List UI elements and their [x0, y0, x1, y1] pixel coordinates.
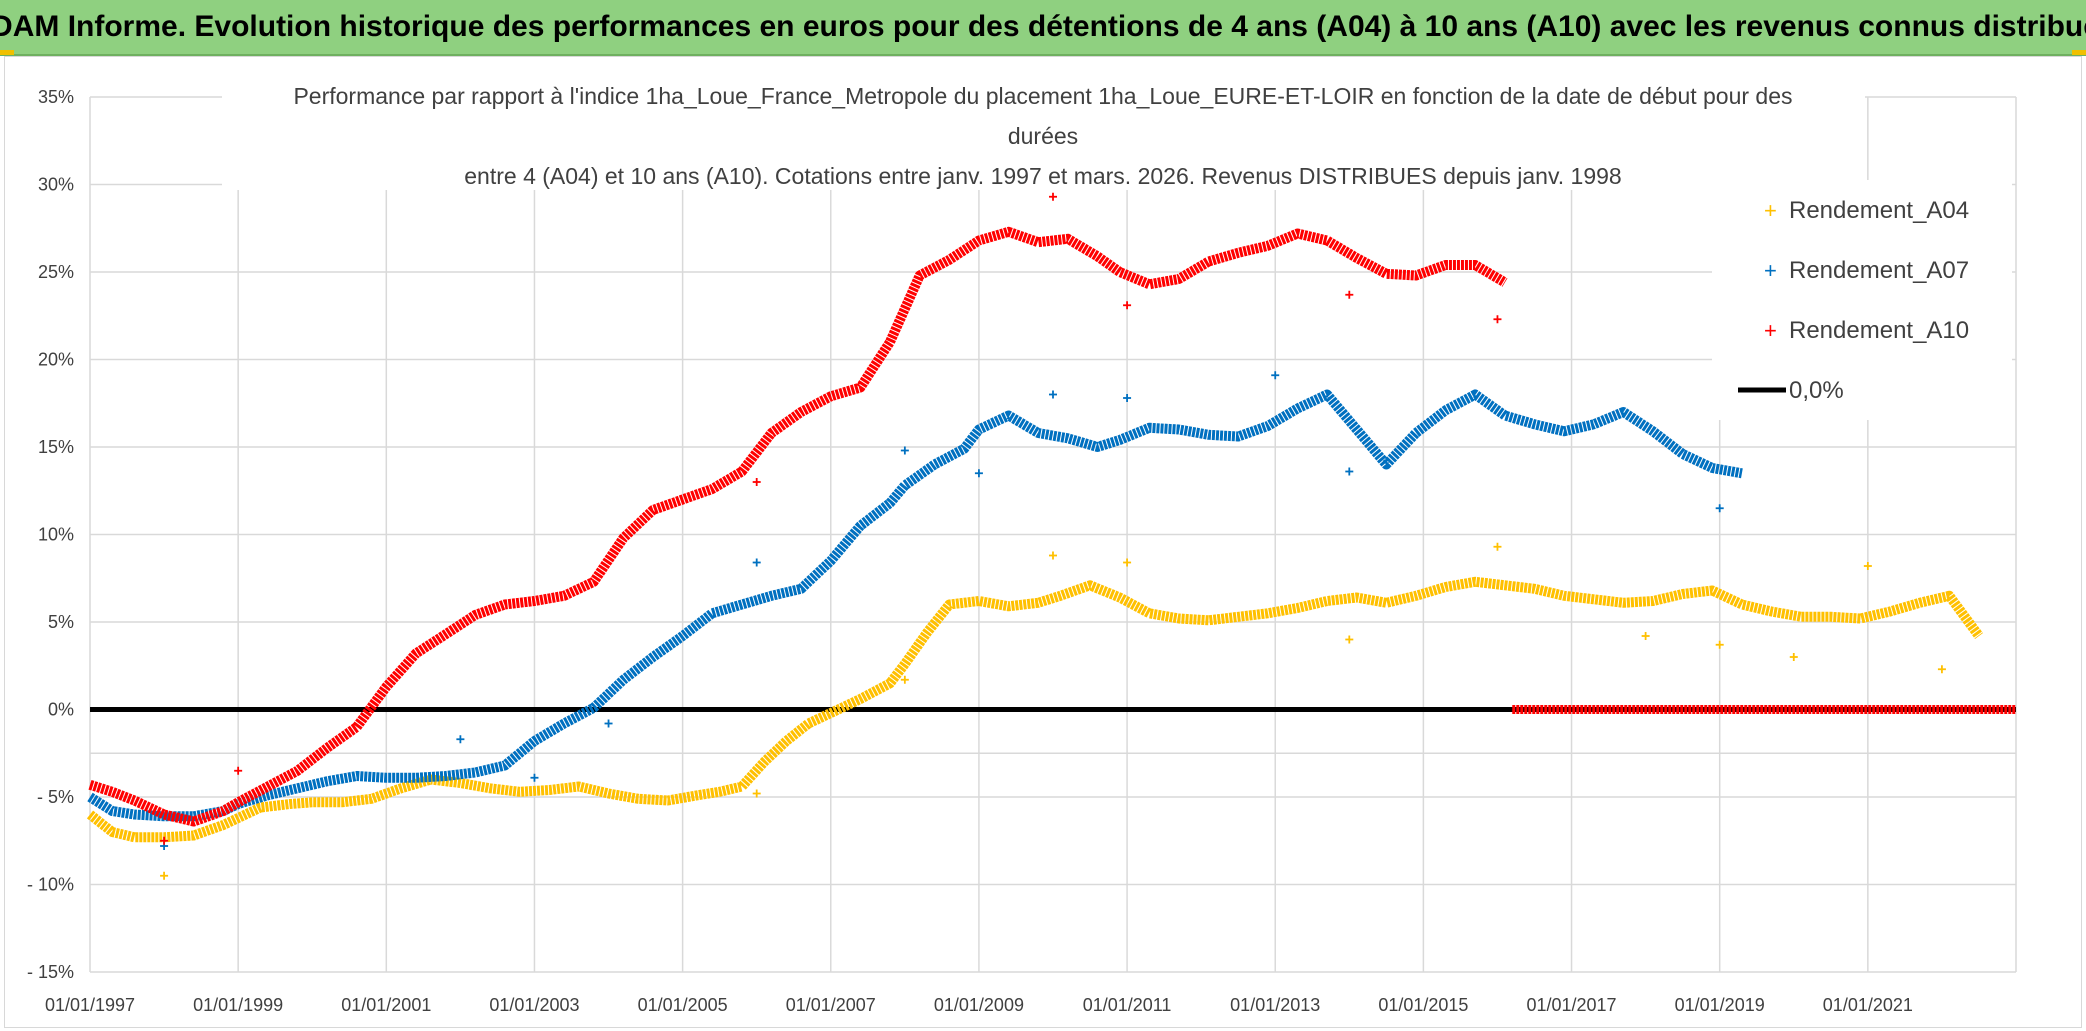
y-tick-label-10: 35%: [38, 87, 74, 107]
chart-title-line-3: entre 4 (A04) et 10 ans (A10). Cotations…: [464, 163, 1621, 189]
outlier-point-23: [1715, 504, 1724, 513]
outlier-point-16: [752, 558, 761, 567]
outlier-point-0: [160, 871, 169, 880]
outlier-point-18: [974, 469, 983, 478]
x-tick-label-1: 01/01/1999: [193, 995, 283, 1015]
chart-legend: + Rendement_A04 + Rendement_A07 + Rendem…: [1738, 197, 1969, 404]
outlier-point-9: [1789, 653, 1798, 661]
outlier-point-30: [1493, 315, 1502, 324]
chart-title-line-2: durées: [1008, 123, 1078, 149]
y-tick-label-8: 25%: [38, 262, 74, 282]
report-banner: ADAM Informe. Evolution historique des p…: [0, 0, 2086, 56]
outlier-point-1: [752, 789, 761, 798]
legend-marker-a04: +: [1764, 198, 1777, 223]
legend-label-zero: 0,0%: [1789, 377, 1844, 404]
outlier-point-28: [1123, 301, 1132, 310]
y-tick-label-5: 10%: [38, 525, 74, 545]
outlier-point-6: [1493, 542, 1502, 551]
chart-frame: [4, 56, 2082, 1028]
outlier-point-25: [234, 766, 243, 775]
y-axis-ticks: - 15% - 10% - 5% 0% 5% 10% 15% 20% 25% 30% 35%: [27, 87, 74, 982]
title-background: [222, 78, 1865, 190]
legend-marker-a10: +: [1764, 318, 1777, 343]
outlier-point-20: [1123, 394, 1132, 402]
outlier-point-8: [1715, 640, 1724, 649]
y-tick-label-2: - 5%: [37, 787, 74, 807]
x-tick-label-3: 01/01/2003: [489, 995, 579, 1015]
banner-accent-left: [0, 50, 14, 55]
chart-title: Performance par rapport à l'indice 1ha_L…: [293, 83, 1792, 189]
outlier-point-22: [1345, 467, 1354, 476]
y-tick-label-3: 0%: [48, 700, 74, 720]
outlier-point-17: [900, 446, 909, 455]
x-tick-label-12: 01/01/2021: [1823, 995, 1913, 1015]
series-a07-line: [87, 389, 1743, 822]
series-layer: [86, 192, 2016, 880]
legend-label-a07: Rendement_A07: [1789, 257, 1969, 284]
x-tick-label-9: 01/01/2015: [1378, 995, 1468, 1015]
outlier-point-2: [900, 675, 909, 684]
y-tick-label-9: 30%: [38, 175, 74, 195]
banner-accent-right: [2072, 50, 2086, 55]
x-tick-label-11: 01/01/2019: [1675, 995, 1765, 1015]
outlier-point-5: [1345, 635, 1354, 644]
x-tick-label-2: 01/01/2001: [341, 995, 431, 1015]
x-axis-ticks: 01/01/1997 01/01/1999 01/01/2001 01/01/2003…: [45, 995, 1913, 1015]
x-tick-label-4: 01/01/2005: [638, 995, 728, 1015]
y-tick-label-7: 20%: [38, 350, 74, 370]
chart-title-line-1: Performance par rapport à l'indice 1ha_L…: [293, 83, 1792, 109]
outlier-point-19: [1049, 390, 1057, 399]
x-tick-label-8: 01/01/2013: [1230, 995, 1320, 1015]
y-tick-label-4: 5%: [48, 612, 74, 632]
outlier-point-27: [1049, 192, 1057, 201]
y-tick-label-0: - 15%: [27, 962, 74, 982]
legend-label-a10: Rendement_A10: [1789, 317, 1969, 344]
outlier-point-10: [1863, 562, 1872, 570]
outlier-point-26: [752, 478, 761, 486]
outlier-point-15: [604, 719, 613, 728]
x-tick-label-0: 01/01/1997: [45, 995, 135, 1015]
outlier-point-3: [1049, 551, 1057, 560]
outlier-point-21: [1271, 371, 1280, 380]
legend-label-a04: Rendement_A04: [1789, 197, 1969, 224]
outlier-point-29: [1345, 290, 1354, 299]
x-tick-label-5: 01/01/2007: [786, 995, 876, 1015]
outlier-point-14: [530, 773, 539, 782]
legend-background: [1712, 180, 2012, 420]
outlier-point-11: [1937, 665, 1946, 674]
y-tick-label-1: - 10%: [27, 875, 74, 895]
legend-marker-a07: +: [1764, 258, 1777, 283]
y-tick-label-6: 15%: [38, 437, 74, 457]
outlier-point-4: [1123, 558, 1132, 567]
x-tick-label-7: 01/01/2011: [1083, 995, 1172, 1015]
series-a10-line: [88, 226, 1508, 827]
outlier-point-7: [1641, 632, 1650, 640]
outlier-point-24: [160, 836, 169, 845]
x-tick-label-6: 01/01/2009: [934, 995, 1024, 1015]
x-tick-label-10: 01/01/2017: [1526, 995, 1616, 1015]
outlier-point-13: [456, 735, 465, 744]
series-a04-line: [86, 576, 1984, 843]
report-title: ADAM Informe. Evolution historique des p…: [0, 10, 2086, 43]
